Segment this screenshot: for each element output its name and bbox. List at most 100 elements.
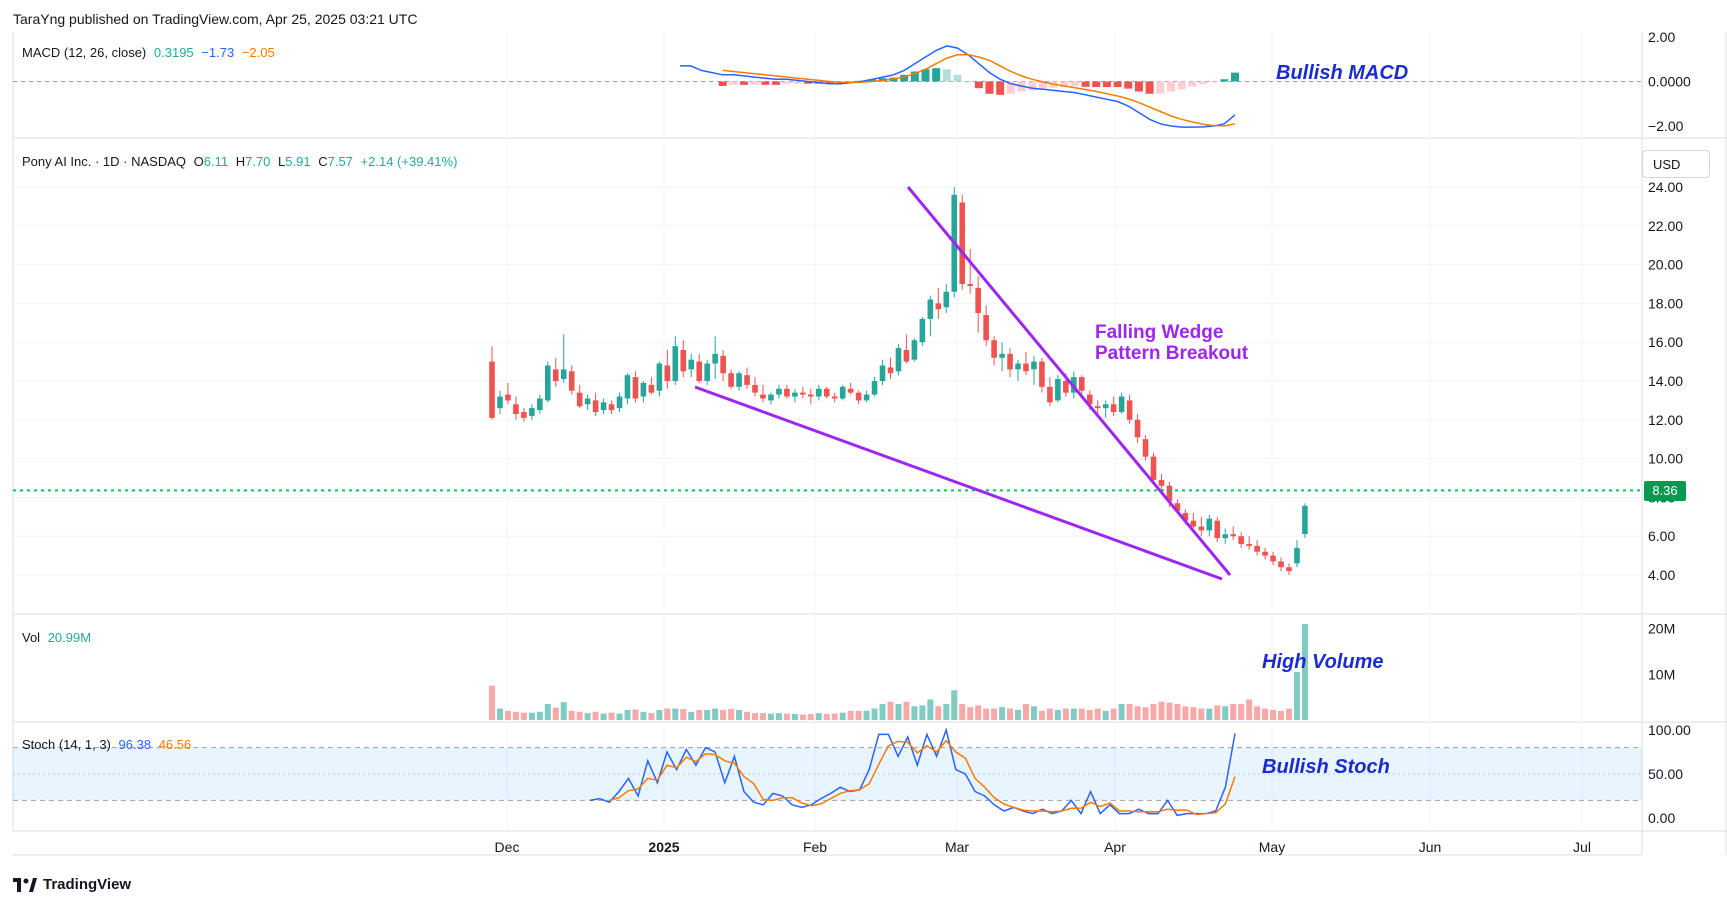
volume-bar: [911, 706, 918, 720]
macd-histogram-bar: [782, 81, 791, 84]
annotation-wedge-line1: Falling Wedge: [1095, 322, 1224, 343]
last-price-tag: 8.36: [1644, 481, 1686, 501]
volume-legend-label: Vol: [22, 630, 41, 645]
candle-body: [847, 388, 854, 393]
macd-legend-value: 0.3195: [153, 45, 194, 60]
stoch-band: [13, 747, 1642, 801]
volume-bar: [1278, 710, 1285, 720]
volume-bar: [895, 704, 902, 720]
volume-bar: [1254, 706, 1261, 720]
candle-body: [895, 348, 902, 372]
volume-bar: [1206, 708, 1213, 720]
macd-histogram-bar: [1145, 81, 1154, 94]
price-tick-label: 14.00: [1648, 373, 1683, 389]
volume-bar: [616, 713, 623, 720]
stoch-legend-d: 46.56: [158, 737, 192, 752]
candle-body: [1078, 377, 1085, 391]
macd-histogram-bar: [1113, 81, 1122, 88]
volume-bar: [831, 713, 838, 720]
volume-bar: [1270, 709, 1277, 720]
volume-bar: [879, 704, 886, 720]
candle-body: [680, 349, 687, 372]
candle-body: [935, 303, 942, 310]
volume-bar: [1166, 702, 1173, 720]
volume-bar: [1301, 624, 1308, 720]
volume-bar: [1286, 708, 1292, 720]
volume-bar: [1174, 704, 1181, 720]
candle-body: [975, 287, 981, 314]
volume-bar: [1030, 706, 1037, 720]
volume-bar: [592, 711, 599, 720]
candle-body: [1278, 561, 1284, 568]
candle-body: [760, 394, 766, 399]
volume-bar: [903, 701, 910, 720]
volume-bar: [672, 708, 679, 720]
volume-bar: [967, 707, 974, 720]
volume-bar: [791, 714, 798, 720]
macd-tick-label: 2.00: [1648, 29, 1675, 45]
candle-body: [736, 373, 742, 387]
currency-button[interactable]: USD: [1642, 150, 1710, 178]
price-legend-label: Pony AI Inc. · 1D · NASDAQ: [22, 154, 186, 169]
macd-histogram-bar: [942, 69, 951, 82]
open-label: O: [193, 154, 204, 169]
macd-pane: [680, 45, 1239, 128]
volume-bar: [648, 713, 655, 720]
candle-body: [1039, 361, 1045, 387]
tradingview-logo[interactable]: TradingView: [13, 876, 131, 893]
price-tick-label: 22.00: [1648, 218, 1683, 234]
candle-body: [1007, 353, 1013, 370]
candle-body: [752, 384, 758, 393]
time-tick-label: Jul: [1573, 839, 1591, 855]
volume-tick-label: 20M: [1648, 621, 1675, 637]
stoch-legend[interactable]: Stoch (14, 1, 3) 96.38 46.56: [22, 737, 195, 752]
time-tick-label: 2025: [648, 839, 679, 855]
candle-body: [1142, 439, 1149, 457]
candle-body: [1238, 536, 1244, 544]
volume-tick-label: 10M: [1648, 666, 1675, 682]
candle-body: [584, 398, 591, 405]
volume-bar: [847, 710, 854, 720]
macd-histogram-bar: [985, 81, 994, 94]
candle-body: [991, 340, 997, 358]
candle-body: [792, 392, 798, 397]
volume-bar: [1086, 709, 1093, 720]
candle-body: [1254, 545, 1260, 552]
volume-bar: [568, 710, 575, 720]
volume-bar: [1214, 705, 1221, 720]
macd-histogram-bar: [1081, 81, 1090, 87]
candle-body: [1182, 512, 1189, 521]
signal-line: [722, 54, 1236, 127]
candle-body: [855, 392, 862, 401]
annotation-wedge-line2: Pattern Breakout: [1095, 343, 1249, 364]
candle-body: [983, 315, 989, 341]
volume-bar: [664, 708, 671, 720]
candle-body: [497, 396, 503, 409]
volume-bar: [1054, 709, 1061, 720]
macd-legend[interactable]: MACD (12, 26, close) 0.3195 −1.73 −2.05: [22, 45, 279, 60]
macd-histogram-bar: [729, 81, 738, 85]
price-legend[interactable]: Pony AI Inc. · 1D · NASDAQ O6.11 H7.70 L…: [22, 154, 461, 169]
candle-body: [1270, 555, 1276, 562]
candle-body: [800, 392, 806, 395]
candle-body: [688, 359, 695, 370]
macd-histogram-bar: [772, 81, 781, 85]
macd-histogram-bar: [761, 81, 770, 85]
volume-bar: [544, 704, 551, 720]
candle-body: [1015, 363, 1021, 370]
time-tick-label: Dec: [495, 839, 520, 855]
volume-bar: [1110, 708, 1117, 720]
volume-bar: [1262, 708, 1269, 720]
candle-body: [776, 388, 782, 395]
volume-bar: [1134, 706, 1141, 720]
candle-body: [863, 394, 870, 401]
volume-bar: [600, 713, 607, 720]
volume-bar: [943, 704, 950, 720]
volume-legend[interactable]: Vol 20.99M: [22, 630, 95, 645]
volume-bar: [1238, 704, 1245, 720]
macd-histogram-bar: [974, 81, 983, 89]
macd-histogram-bar: [1006, 81, 1015, 94]
annotation-high-volume: High Volume: [1262, 651, 1384, 673]
candle-body: [744, 375, 750, 385]
